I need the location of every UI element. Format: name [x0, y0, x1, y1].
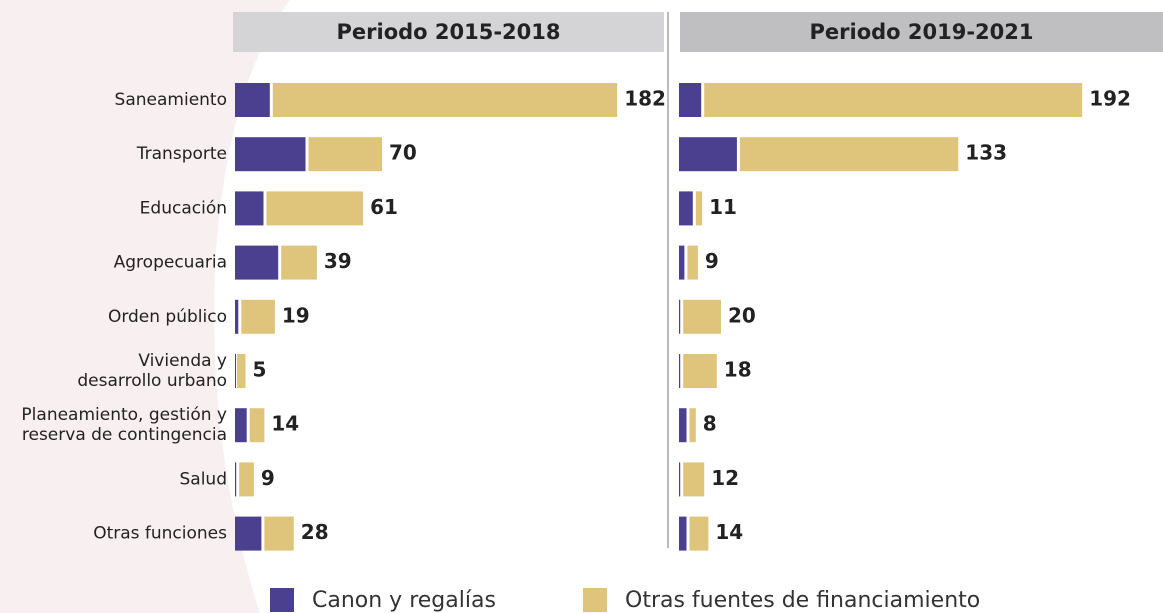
bar-segment [241, 299, 275, 334]
bar-segment [679, 191, 693, 226]
total-label: 8 [703, 412, 717, 436]
bar-segment [679, 354, 681, 388]
bar-segment [235, 516, 262, 551]
category-label: Orden público [108, 307, 227, 327]
category-label: Otras funciones [93, 524, 227, 544]
total-label: 5 [253, 358, 267, 382]
total-label: 9 [705, 249, 719, 273]
category-label: Educación [140, 198, 227, 218]
legend-label: Canon y regalías [312, 588, 496, 613]
bar-segment [235, 137, 306, 172]
panel-title: Periodo 2019-2021 [810, 20, 1034, 44]
bar-segment [235, 462, 237, 497]
total-label: 14 [271, 412, 299, 436]
category-label: Transporte [136, 144, 227, 164]
bar-segment [683, 299, 721, 334]
total-label: 192 [1089, 87, 1131, 111]
legend-swatch [270, 588, 294, 612]
bar-segment [739, 137, 959, 172]
category-label: Saneamiento [115, 90, 227, 110]
total-label: 18 [724, 358, 752, 382]
bar-segment [679, 137, 737, 172]
bar-segment [235, 83, 270, 117]
total-label: 12 [711, 466, 739, 490]
total-label: 133 [965, 141, 1007, 165]
total-label: 182 [624, 87, 666, 111]
panel-title: Periodo 2015-2018 [337, 20, 561, 44]
total-label: 11 [709, 195, 737, 219]
category-label: Agropecuaria [114, 253, 227, 273]
bar-segment [281, 245, 317, 280]
bar-segment [264, 516, 294, 551]
total-label: 20 [728, 303, 756, 327]
bar-segment [689, 516, 709, 551]
bar-segment [679, 83, 702, 117]
bar-segment [679, 516, 687, 551]
total-label: 19 [282, 303, 310, 327]
bar-segment [235, 299, 239, 334]
bar-segment [687, 245, 698, 280]
total-label: 9 [261, 466, 275, 490]
panel-header [233, 12, 664, 52]
bar-segment [679, 245, 685, 280]
background-shape [0, 0, 290, 613]
bar-segment [679, 462, 681, 497]
total-label: 28 [301, 520, 329, 544]
bar-segment [235, 408, 247, 443]
bar-segment [308, 137, 382, 172]
legend-label: Otras fuentes de financiamiento [625, 588, 980, 613]
total-label: 39 [324, 249, 352, 273]
bar-segment [249, 408, 265, 443]
total-label: 61 [370, 195, 398, 219]
bar-segment [704, 83, 1083, 117]
bar-segment [239, 462, 254, 497]
bar-segment [237, 354, 246, 388]
bar-segment [679, 299, 681, 334]
bar-segment [695, 191, 703, 226]
panel-header [680, 12, 1163, 52]
category-label: Planeamiento, gestión y reserva de contin… [21, 405, 227, 445]
bar-segment [683, 462, 705, 497]
total-label: 14 [715, 520, 743, 544]
total-label: 70 [389, 141, 417, 165]
bar-segment [235, 191, 264, 226]
bar-segment [235, 354, 236, 388]
bar-segment [272, 83, 618, 117]
bar-segment [689, 408, 696, 443]
bar-segment [679, 408, 687, 443]
legend-swatch [583, 588, 607, 612]
bar-segment [235, 245, 279, 280]
bar-segment [266, 191, 364, 226]
category-label: Vivienda y desarrollo urbano [77, 351, 227, 391]
category-label: Salud [180, 469, 228, 489]
bar-segment [683, 354, 717, 388]
